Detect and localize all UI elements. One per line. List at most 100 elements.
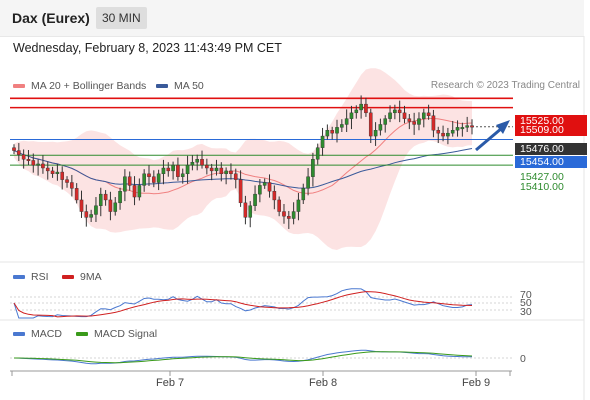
candle <box>137 185 142 198</box>
legend-macd-signal: MACD Signal <box>76 328 157 340</box>
candle <box>200 159 204 166</box>
candle <box>89 214 93 218</box>
candle <box>70 182 74 189</box>
candle <box>166 167 171 172</box>
candle <box>402 112 407 119</box>
rsi-9ma-line <box>13 291 473 318</box>
candle <box>98 193 103 206</box>
candle <box>156 173 161 183</box>
candle <box>470 125 474 128</box>
candle <box>441 132 445 137</box>
candle <box>320 135 325 148</box>
legend-macd: MACD <box>13 328 62 340</box>
legend-label-9ma: 9MA <box>80 271 102 283</box>
candle <box>123 176 127 192</box>
candle <box>364 103 368 114</box>
legend-label-macd-signal: MACD Signal <box>94 328 158 340</box>
candle <box>349 112 354 119</box>
legend-label-rsi: RSI <box>31 271 49 283</box>
rsi-level-70: 70 <box>520 289 532 301</box>
candle <box>214 167 219 172</box>
macd-signal-line <box>14 351 473 364</box>
candle <box>118 191 122 204</box>
x-label-feb9: Feb 9 <box>462 377 491 389</box>
support-label-15410: 15410.00 <box>520 181 564 193</box>
candle <box>407 118 412 122</box>
candle <box>431 115 436 131</box>
legend-swatch-macd-signal <box>76 332 88 337</box>
candle <box>190 161 195 166</box>
candle <box>21 154 26 160</box>
legend-rsi: RSI <box>13 271 49 283</box>
rsi-level-30: 30 <box>520 306 532 318</box>
candle <box>344 118 349 125</box>
legend-label-ma50: MA 50 <box>174 80 204 92</box>
candle <box>417 118 421 125</box>
instrument-title: Dax (Eurex) <box>12 10 90 26</box>
legend-swatch-macd <box>13 332 25 337</box>
candle <box>465 125 469 128</box>
candle <box>152 176 156 183</box>
legend-swatch-ma50 <box>156 84 168 89</box>
candle <box>450 130 455 134</box>
bollinger-band <box>14 68 472 250</box>
candle <box>79 199 84 212</box>
candle <box>282 211 286 217</box>
candle <box>161 167 166 175</box>
forecast-arrow <box>475 126 503 152</box>
candle <box>460 127 465 130</box>
timeframe-selector[interactable]: 30 MIN <box>96 7 147 29</box>
legend-ma20-bollinger: MA 20 + Bollinger Bands <box>13 80 146 92</box>
candle <box>243 202 248 218</box>
candle <box>354 109 359 114</box>
candle <box>127 176 132 186</box>
candle <box>176 164 180 177</box>
candle <box>359 103 363 111</box>
candle <box>421 112 426 119</box>
macd-level-0: 0 <box>520 353 526 365</box>
candle <box>195 159 200 163</box>
legend-swatch-rsi <box>13 275 25 280</box>
candle <box>229 170 233 175</box>
candle <box>219 167 224 175</box>
support-label-15427: 15427.00 <box>520 171 564 183</box>
candle <box>455 127 460 131</box>
price-label-15454: 15454.00 <box>515 156 587 168</box>
chart-header: Dax (Eurex) 30 MIN <box>0 0 584 37</box>
candle <box>45 167 50 172</box>
candle <box>373 130 378 137</box>
legend-swatch-9ma <box>62 275 74 280</box>
legend-9ma: 9MA <box>62 271 102 283</box>
candle <box>113 202 118 212</box>
candle <box>205 164 209 169</box>
candle <box>248 205 253 218</box>
price-label-15509: 15509.00 <box>515 124 587 136</box>
candle <box>330 130 334 134</box>
candle <box>12 147 16 151</box>
candle <box>368 112 373 137</box>
candle <box>103 193 108 201</box>
candle <box>262 182 267 186</box>
candle <box>296 199 301 212</box>
rsi-level-50: 50 <box>520 297 532 309</box>
candle <box>50 170 55 175</box>
candle <box>94 205 98 215</box>
candle <box>277 199 281 212</box>
candle <box>315 147 320 160</box>
candle <box>147 173 151 177</box>
candle <box>272 191 277 201</box>
candle <box>55 171 60 175</box>
candle <box>185 164 190 175</box>
candle <box>108 199 113 212</box>
x-label-feb8: Feb 8 <box>309 377 338 389</box>
price-label-last: 15476.00 <box>515 143 587 155</box>
chart-datetime: Wednesday, February 8, 2023 11:43:49 PM … <box>13 41 282 55</box>
candle <box>31 160 36 166</box>
candle <box>393 109 397 114</box>
candle <box>84 211 89 218</box>
legend-label-macd: MACD <box>31 328 62 340</box>
candle <box>397 109 402 114</box>
candle <box>306 176 310 189</box>
legend-ma50: MA 50 <box>156 80 204 92</box>
